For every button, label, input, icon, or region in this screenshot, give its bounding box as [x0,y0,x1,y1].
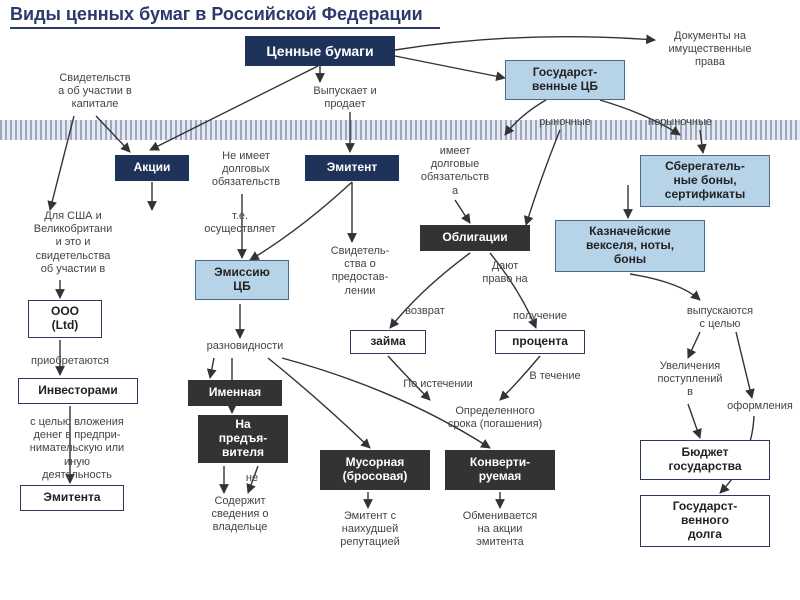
text-t_vozvrat: возврат [395,305,455,318]
text-t_svidpred: Свидетель-ства опредостав-лении [315,245,405,298]
text-t_poitech: По истечении [393,378,483,391]
arrow-23 [210,358,214,378]
node-predyav: Напредъя-вителя [198,415,288,463]
text-t_svid: Свидетельства об участии вкапитале [40,72,150,112]
node-procenta: процента [495,330,585,354]
node-oblig: Облигации [420,225,530,251]
text-t_sroka: Определенногосрока (погашения) [430,405,560,431]
text-t_dayut: Даютправо на [470,260,540,286]
text-t_poluch: получение [500,310,580,323]
node-ooo: ООО(Ltd) [28,300,102,338]
diagram-canvas: Виды ценных бумаг в Российской Федерации… [0,0,800,600]
text-t_uvel: Увеличенияпоступленийв [640,360,740,400]
arrow-34 [688,332,700,358]
node-musor: Мусорная(бросовая) [320,450,430,490]
text-t_cel: с целью вложенияденег в предпри-ниматель… [12,416,142,482]
text-t_soder: Содержитсведения овладельце [195,495,285,535]
node-budget: Бюджетгосударства [640,440,770,480]
arrow-36 [688,404,700,438]
arrow-3 [395,56,505,78]
node-root: Ценные бумаги [245,36,395,66]
text-t_priobret: приобретаются [20,355,120,368]
node-emissia: ЭмиссиюЦБ [195,260,289,300]
node-emitenta: Эмитента [20,485,124,511]
arrow-4 [395,37,655,50]
text-t_vypcel: выпускаютсяс целью [670,305,770,331]
page-title: Виды ценных бумаг в Российской Федерации [10,4,440,29]
node-konvert: Конверти-руемая [445,450,555,490]
text-t_imeet: имеетдолговыеобязательства [405,145,505,198]
text-t_vtech: В течение [520,370,590,383]
text-t_ne: не [240,472,264,485]
text-t_docs: Документы наимущественныеправа [640,30,780,70]
arrow-16 [455,200,470,223]
text-t_ryn: рыночные [530,116,600,129]
text-t_usa: Для США иВеликобритании это исвидетельст… [18,210,128,276]
text-t_emrep: Эмитент снаихудшейрепутацией [320,510,420,550]
node-kazn: Казначейскиевекселя, ноты,боны [555,220,705,272]
node-gov: Государст-венные ЦБ [505,60,625,100]
node-zajma: займа [350,330,426,354]
text-t_raznov: разновидности [190,340,300,353]
text-t_neimeet: Не имеетдолговыхобязательств [196,150,296,190]
text-t_neryn: нерыночные [640,116,720,129]
node-imennaya: Именная [188,380,282,406]
arrow-26 [282,358,490,448]
node-emitent: Эмитент [305,155,399,181]
node-govdolg: Государст-венногодолга [640,495,770,547]
node-investor: Инвесторами [18,378,138,404]
arrow-7 [526,130,560,225]
arrow-33 [630,274,700,300]
node-sber: Сберегатель-ные боны,сертификаты [640,155,770,207]
node-akcii: Акции [115,155,189,181]
text-t_oform: оформления [720,400,800,413]
text-t_te: т.е.осуществляет [190,210,290,236]
text-t_vyp: Выпускает ипродает [295,85,395,111]
text-t_obmen: Обмениваетсяна акцииэмитента [445,510,555,550]
